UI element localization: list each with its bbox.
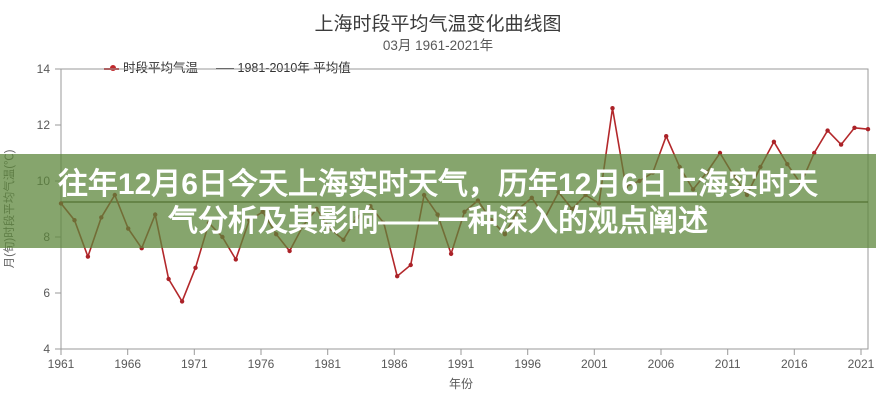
svg-text:1981: 1981: [314, 357, 341, 371]
svg-text:1971: 1971: [181, 357, 208, 371]
svg-text:1986: 1986: [381, 357, 408, 371]
svg-text:1966: 1966: [114, 357, 141, 371]
svg-text:1996: 1996: [514, 357, 541, 371]
svg-text:1991: 1991: [448, 357, 475, 371]
svg-text:2011: 2011: [715, 357, 741, 371]
svg-text:1961: 1961: [48, 357, 75, 371]
svg-text:14: 14: [37, 62, 51, 76]
svg-text:4: 4: [43, 342, 50, 356]
svg-text:2021: 2021: [848, 357, 875, 371]
svg-text:12: 12: [37, 118, 51, 132]
svg-text:2001: 2001: [581, 357, 608, 371]
svg-text:2016: 2016: [781, 357, 808, 371]
svg-text:6: 6: [43, 286, 50, 300]
svg-text:2006: 2006: [648, 357, 675, 371]
svg-text:年份: 年份: [449, 377, 473, 391]
svg-text:1976: 1976: [248, 357, 275, 371]
